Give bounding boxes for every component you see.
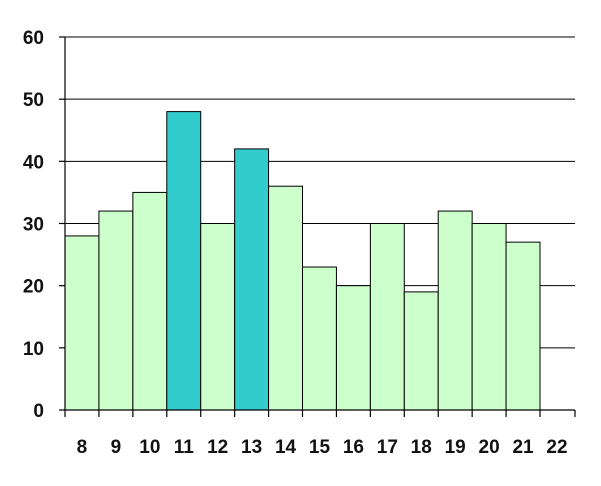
bar-15 [302, 266, 337, 411]
bar-21 [505, 241, 541, 411]
x-tick-label: 8 [77, 437, 88, 458]
x-tick-label: 13 [241, 437, 262, 458]
x-tick-label: 20 [479, 437, 500, 458]
x-tick-label: 15 [309, 437, 331, 458]
x-tick-label: 9 [111, 437, 122, 458]
x-tick-label: 10 [139, 437, 160, 458]
y-tick-label: 10 [23, 339, 44, 360]
x-tick-label: 12 [207, 437, 228, 458]
bars [64, 111, 541, 411]
bar-13 [234, 148, 270, 411]
y-axis-tick-labels: 0 10 20 30 40 50 60 [23, 28, 44, 422]
bar-8 [64, 235, 100, 411]
x-tick-label: 21 [512, 437, 534, 458]
bar-12 [200, 223, 236, 411]
x-tick-label: 14 [275, 437, 297, 458]
bar-17 [369, 223, 405, 411]
y-tick-label: 0 [33, 401, 44, 422]
bar-18 [403, 291, 439, 411]
x-tick-label: 17 [377, 437, 398, 458]
bar-16 [335, 285, 371, 411]
bar-19 [437, 210, 473, 411]
axes [59, 36, 576, 417]
y-tick-label: 60 [23, 28, 44, 49]
bar-9 [98, 210, 134, 411]
x-tick-label: 16 [343, 437, 364, 458]
x-tick-label: 18 [411, 437, 432, 458]
bar-10 [132, 191, 168, 411]
x-axis-tick-labels: 8 9 10 11 12 13 14 15 16 17 18 19 20 21 22 [77, 437, 568, 458]
y-tick-label: 30 [23, 215, 44, 236]
x-tick-label: 22 [546, 437, 567, 458]
x-tick-label: 19 [445, 437, 466, 458]
bar-11 [166, 111, 202, 411]
y-tick-label: 40 [23, 152, 44, 173]
bar-20 [471, 223, 507, 411]
y-tick-label: 20 [23, 277, 44, 298]
bar-14 [268, 185, 304, 411]
y-tick-label: 50 [23, 90, 44, 111]
x-tick-label: 11 [174, 437, 195, 458]
